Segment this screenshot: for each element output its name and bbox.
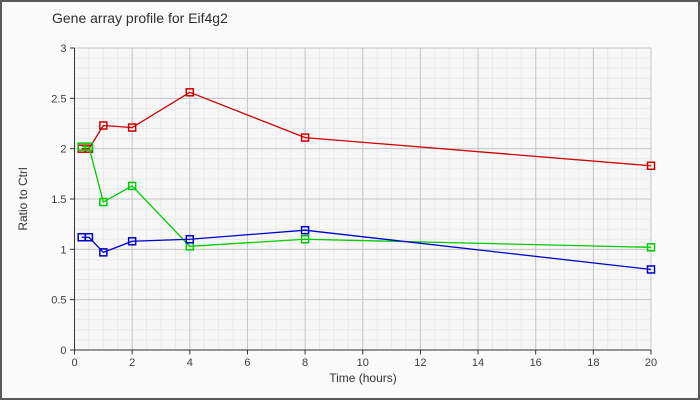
x-tick-label: 6 xyxy=(244,357,250,369)
red-series-marker xyxy=(300,133,310,142)
x-tick-label: 16 xyxy=(530,357,542,369)
green-series-marker xyxy=(84,142,94,151)
x-axis-label: Time (hours) xyxy=(329,371,397,385)
x-tick-label: 18 xyxy=(587,357,599,369)
green-series-marker xyxy=(646,243,656,252)
y-tick-label: 0.5 xyxy=(51,295,66,307)
green-series-line xyxy=(81,146,652,248)
x-tick-label: 20 xyxy=(645,357,657,369)
blue-series-marker xyxy=(99,248,108,257)
x-tick-label: 4 xyxy=(187,357,193,369)
blue-series-marker xyxy=(646,265,656,274)
blue-series-marker xyxy=(300,225,310,235)
y-tick-label: 0 xyxy=(60,345,66,357)
blue-series-marker xyxy=(84,233,94,242)
y-tick-label: 1 xyxy=(60,244,66,256)
y-tick-label: 2.5 xyxy=(51,93,66,105)
y-tick-label: 1.5 xyxy=(51,194,66,206)
y-tick-label: 3 xyxy=(60,43,66,55)
x-tick-label: 14 xyxy=(472,357,484,369)
red-series-marker xyxy=(127,123,137,132)
green-series-marker xyxy=(99,197,108,207)
blue-series-marker xyxy=(185,235,195,244)
red-series-marker xyxy=(646,161,656,171)
red-series-marker xyxy=(185,88,195,97)
red-series-marker xyxy=(99,121,108,130)
green-series-marker xyxy=(127,181,137,191)
blue-series-marker xyxy=(127,237,137,246)
x-tick-label: 12 xyxy=(414,357,426,369)
x-tick-label: 10 xyxy=(357,357,369,369)
green-series-marker xyxy=(300,235,310,244)
x-tick-label: 2 xyxy=(129,357,135,369)
y-tick-label: 2 xyxy=(60,144,66,156)
chart-title: Gene array profile for Eif4g2 xyxy=(52,10,228,26)
blue-series-line xyxy=(81,229,652,271)
x-tick-label: 0 xyxy=(71,357,77,369)
x-tick-label: 8 xyxy=(302,357,308,369)
